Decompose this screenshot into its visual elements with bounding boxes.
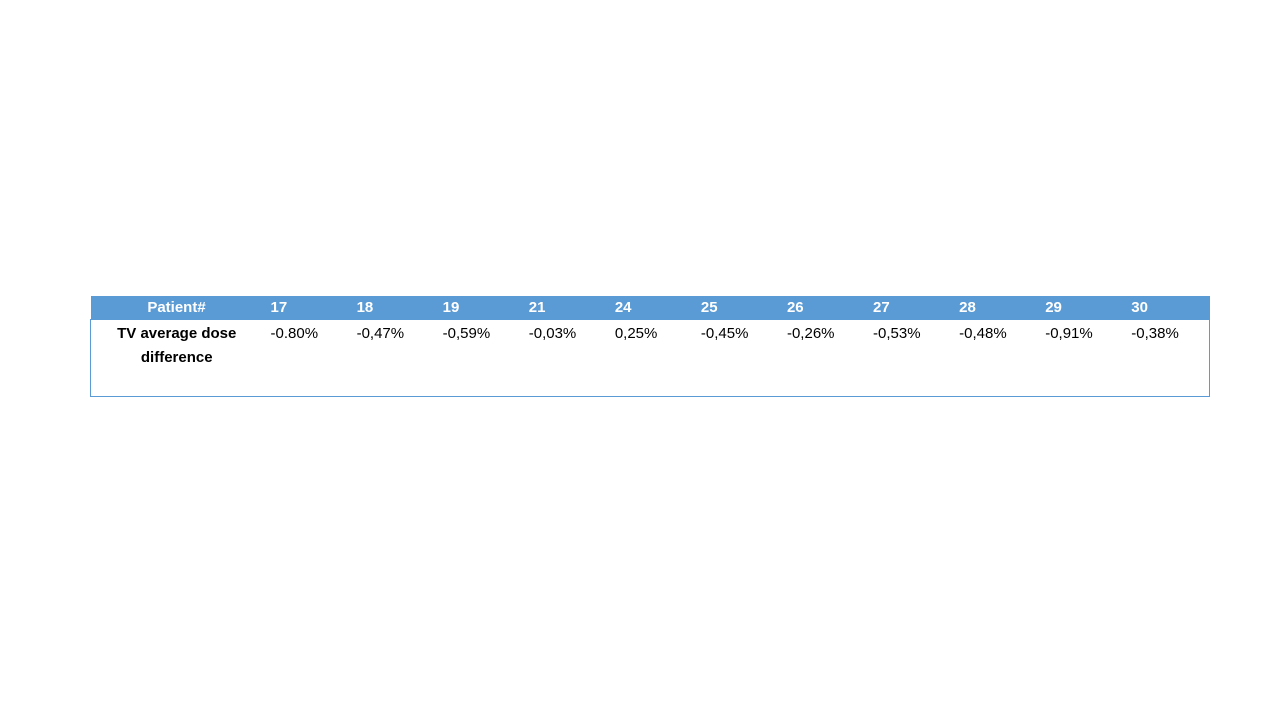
header-cell: 27 — [865, 296, 952, 320]
table-cell: 0,25% — [614, 325, 658, 342]
header-cell: 24 — [606, 296, 693, 320]
table-cell: -0,53% — [873, 325, 921, 342]
header-cell: 29 — [1037, 296, 1124, 320]
header-cell: 19 — [434, 296, 521, 320]
header-cell: 25 — [692, 296, 779, 320]
header-cell: 30 — [1123, 296, 1210, 320]
header-cell: Patient# — [90, 296, 263, 320]
table-cell: -0,38% — [1131, 325, 1179, 342]
table-row: TV average dose difference -0.80% -0,47% -0… — [90, 319, 1210, 397]
table-cell: -0.80% — [270, 325, 319, 342]
header-row: Patient# 17 18 19 21 24 25 26 27 28 29 30 — [90, 296, 1210, 320]
table-cell: -0,91% — [1045, 325, 1093, 342]
header-cell: 18 — [348, 296, 435, 320]
table-cell: -0,45% — [700, 325, 749, 342]
header-cell: 21 — [520, 296, 607, 320]
header-cell: 17 — [262, 296, 349, 320]
header-cell: 26 — [778, 296, 866, 320]
data-table: Patient# 17 18 19 21 24 25 26 27 28 29 30 TV averag… — [90, 296, 1210, 397]
header-cell: 28 — [951, 296, 1038, 320]
table-cell: -0,03% — [528, 325, 577, 342]
table-cell: -0,26% — [786, 325, 835, 342]
table-cell: -0,59% — [442, 325, 491, 342]
table-cell: -0,47% — [356, 325, 405, 342]
row-label: TV average dose difference — [117, 325, 237, 366]
table-body: TV average dose difference -0.80% -0,47% -0… — [90, 319, 1210, 397]
table-cell: -0,48% — [959, 325, 1007, 342]
